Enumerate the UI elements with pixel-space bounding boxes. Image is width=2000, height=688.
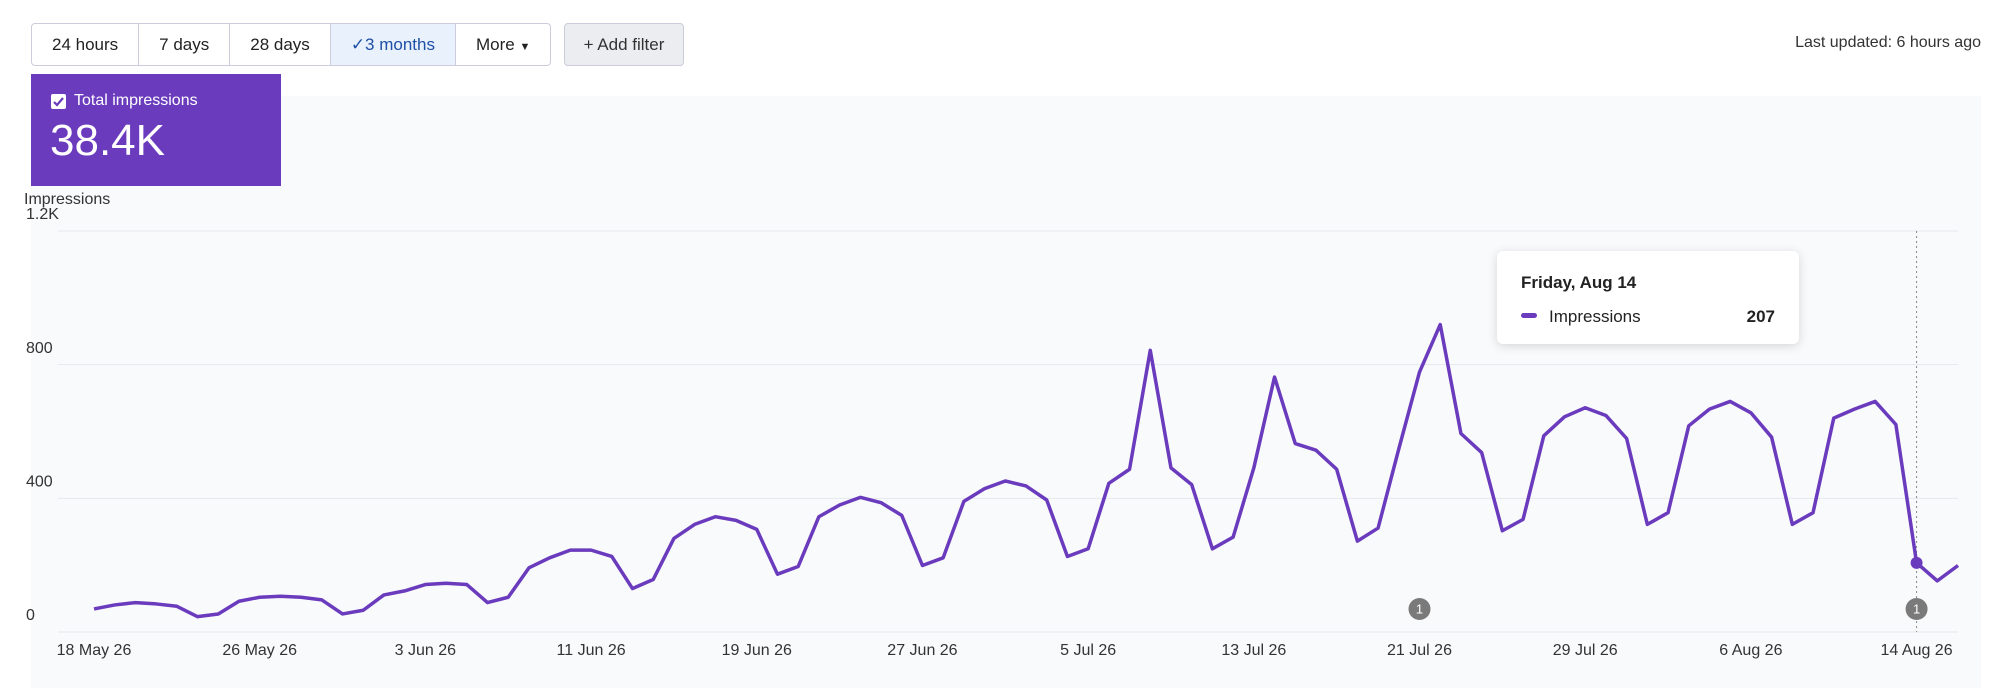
tooltip-swatch xyxy=(1521,313,1537,318)
line xyxy=(93,322,1960,619)
y-tick-label: 800 xyxy=(26,340,53,357)
range-button[interactable]: 7 days xyxy=(139,24,231,65)
y-tick-label: 0 xyxy=(26,607,35,624)
range-button[interactable]: 28 days xyxy=(230,24,331,65)
range-selector: 24 hours 7 days 28 days ✓3 months More ▼ xyxy=(31,23,552,66)
checkbox[interactable] xyxy=(51,93,66,109)
add-filter-button[interactable]: + Add filter xyxy=(564,23,684,66)
hover-point xyxy=(1910,556,1923,569)
annotation-label: 1 xyxy=(1913,601,1920,616)
x-tick-label: 3 Jun 26 xyxy=(395,642,456,659)
check-icon xyxy=(53,96,64,107)
x-tick-label: 11 Jun 26 xyxy=(557,642,626,659)
x-tick-label: 14 Aug 26 xyxy=(1881,642,1953,659)
x-tick-label: 27 Jun 26 xyxy=(887,642,957,659)
annotation-label: 1 xyxy=(1416,601,1423,616)
tooltip-value: 207 xyxy=(1746,307,1775,326)
chart-panel xyxy=(31,96,1981,688)
last-updated: Last updated: 6 hours ago xyxy=(1795,34,1981,51)
metric-value: 38.4K xyxy=(50,116,165,165)
metric-card[interactable]: Total impressions 38.4K xyxy=(31,74,281,186)
y-tick-label: 1.2K xyxy=(26,206,59,223)
annotation-marker xyxy=(1408,598,1431,620)
metric-label-row: Total impressions xyxy=(51,92,198,110)
range-button[interactable]: More ▼ xyxy=(475,35,531,54)
tooltip: Friday, Aug 14 Impressions 207 xyxy=(1497,251,1799,344)
x-tick-label: 21 Jul 26 xyxy=(1387,642,1452,659)
caret: ▼ xyxy=(519,41,531,53)
y-axis-label: Impressions xyxy=(24,191,110,208)
tooltip-title: Friday, Aug 14 xyxy=(1521,273,1637,292)
annotation-marker xyxy=(1905,598,1928,620)
range-button[interactable]: ✓3 months xyxy=(330,24,456,65)
metric-label: Total impressions xyxy=(74,92,198,109)
x-tick-label: 6 Aug 26 xyxy=(1719,642,1782,659)
tooltip-series-name: Impressions xyxy=(1549,307,1641,326)
x-tick-label: 19 Jun 26 xyxy=(722,642,792,659)
x-tick-label: 18 May 26 xyxy=(57,642,132,659)
x-tick-label: 26 May 26 xyxy=(222,642,297,659)
range-button[interactable]: 24 hours xyxy=(32,24,140,65)
x-tick-label: 29 Jul 26 xyxy=(1553,642,1618,659)
x-tick-label: 13 Jul 26 xyxy=(1221,642,1286,659)
y-tick-label: 400 xyxy=(26,474,53,491)
x-tick-label: 5 Jul 26 xyxy=(1060,642,1116,659)
